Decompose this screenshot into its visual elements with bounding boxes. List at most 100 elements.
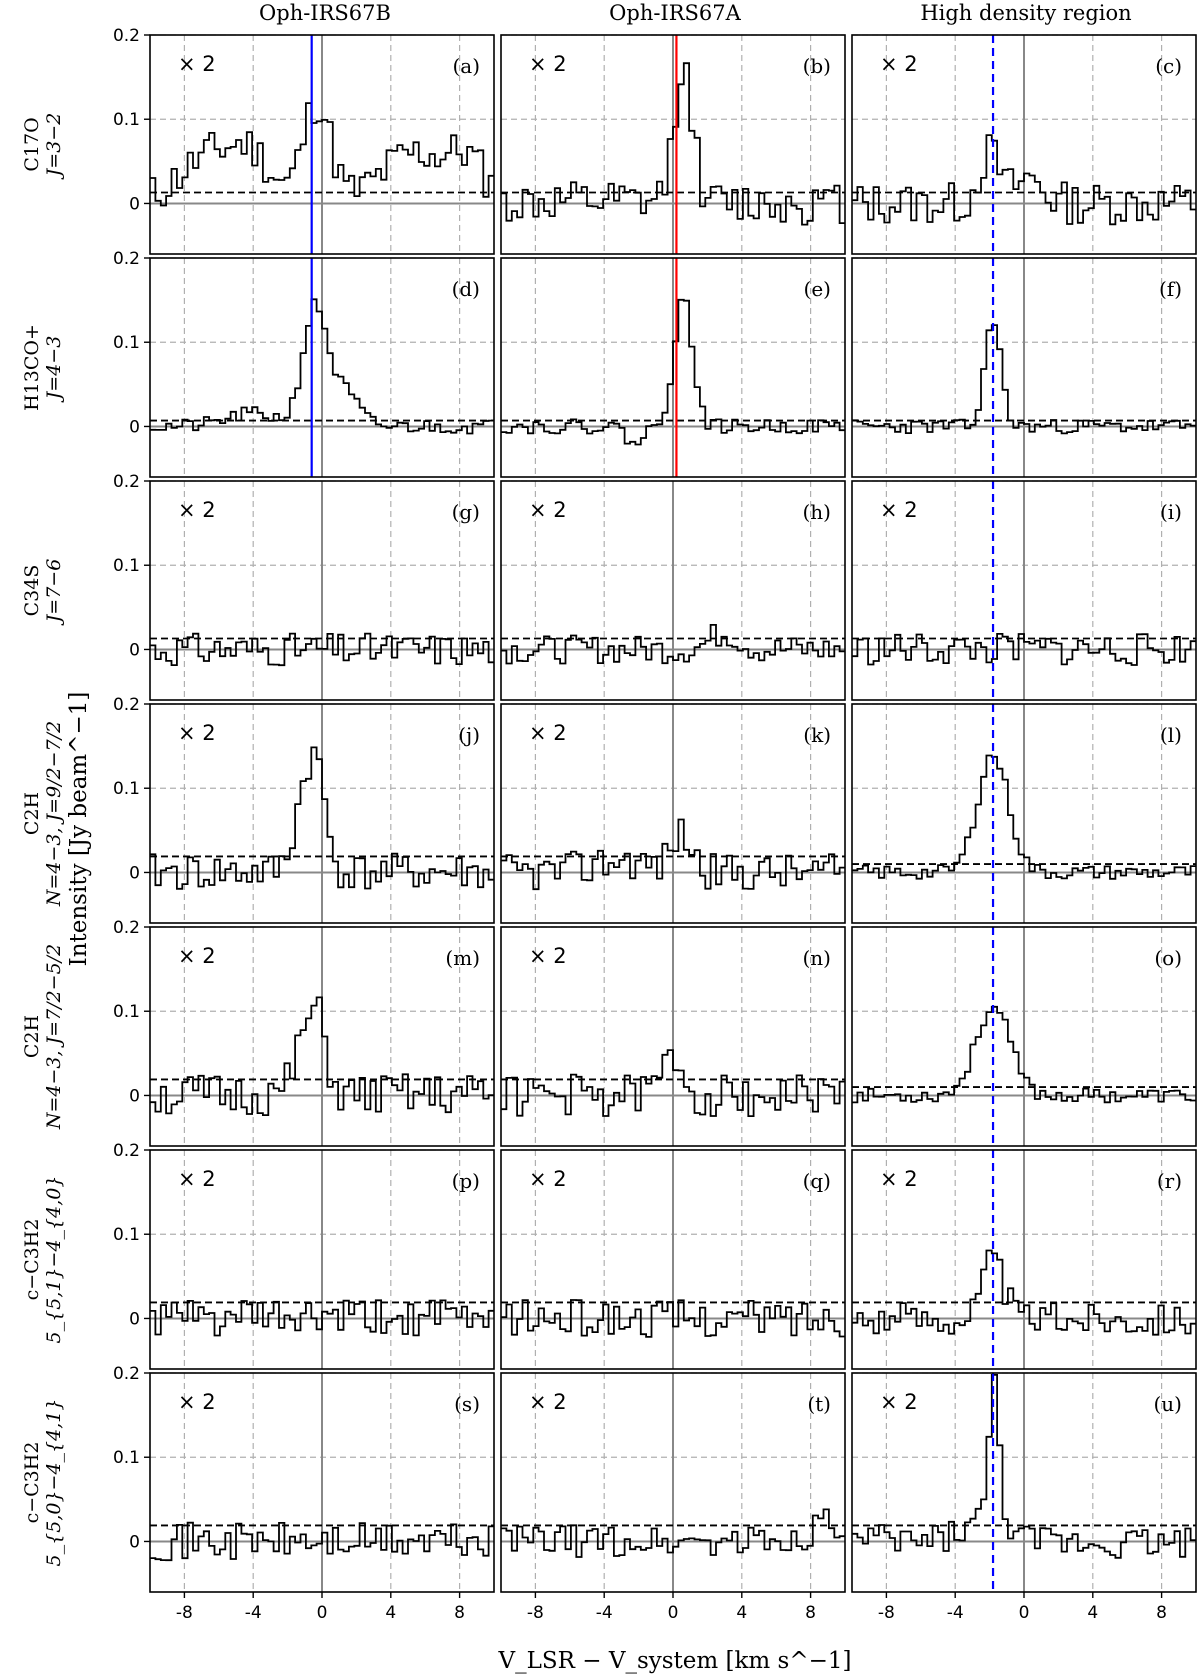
spectrum-line xyxy=(501,298,845,446)
panel-label: (f) xyxy=(1159,277,1182,301)
panel-frame xyxy=(500,703,846,924)
y-tick-label: 0.2 xyxy=(113,26,140,46)
spectrum-line xyxy=(852,134,1196,226)
x-tick-label: 4 xyxy=(1087,1603,1098,1623)
x-tick-label: 4 xyxy=(385,1603,396,1623)
column-title-high-density: High density region xyxy=(920,1,1131,25)
spectrum-line xyxy=(852,1374,1196,1559)
panel-frame xyxy=(149,703,495,924)
panel-u: (u) × 2 -8 -4 0 4 8 xyxy=(851,1372,1197,1623)
row-label: C17O J=3−2 xyxy=(21,113,65,181)
spectrum-line xyxy=(501,1508,845,1558)
row-label-transition: N=4−3, J=7/2−5/2 xyxy=(43,944,65,1130)
spectrum-line xyxy=(501,624,845,665)
multiplier-label: × 2 xyxy=(880,1167,918,1191)
panel-d: (d) 0 0.1 0.2 xyxy=(113,249,495,478)
panel-frame xyxy=(500,1149,846,1370)
panel-label: (r) xyxy=(1157,1169,1182,1193)
multiplier-label: × 2 xyxy=(178,944,216,968)
y-tick-label: 0.1 xyxy=(113,110,140,130)
row-label-species: c−C3H2 xyxy=(21,1219,43,1301)
panel-label: (s) xyxy=(454,1392,480,1416)
x-tick-label: -4 xyxy=(596,1603,613,1623)
panel-q: (q) × 2 xyxy=(500,1149,846,1370)
y-tick-label: 0.1 xyxy=(113,1225,140,1245)
spectrum-line xyxy=(501,62,845,226)
y-tick-label: 0.2 xyxy=(113,1141,140,1161)
multiplier-label: × 2 xyxy=(529,52,567,76)
spectrum-line xyxy=(150,1521,494,1562)
x-tick-label: -8 xyxy=(527,1603,544,1623)
spectrum-line xyxy=(852,324,1196,435)
row-label: C34S J=7−6 xyxy=(21,559,65,627)
panel-label: (m) xyxy=(445,946,480,970)
panel-frame xyxy=(149,1149,495,1370)
spectrum-line xyxy=(501,1049,845,1117)
row-label: C2H N=4−3, J=9/2−7/2 xyxy=(21,721,65,907)
y-tick-label: 0.2 xyxy=(113,249,140,269)
spectrum-line xyxy=(501,1299,845,1338)
x-tick-label: 8 xyxy=(1156,1603,1167,1623)
x-tick-label: 8 xyxy=(454,1603,465,1623)
y-tick-label: 0 xyxy=(129,417,140,437)
panel-k: (k) × 2 xyxy=(500,703,846,924)
x-tick-label: 0 xyxy=(668,1603,679,1623)
x-tick-label: 4 xyxy=(736,1603,747,1623)
row-label-transition: N=4−3, J=9/2−7/2 xyxy=(43,721,65,907)
y-tick-label: 0.1 xyxy=(113,1002,140,1022)
y-tick-label: 0.1 xyxy=(113,1448,140,1468)
multiplier-label: × 2 xyxy=(529,498,567,522)
row-label-species: C2H xyxy=(21,1015,43,1058)
y-axis-label: Intensity [Jy beam^−1] xyxy=(66,692,92,967)
y-tick-label: 0 xyxy=(129,1532,140,1552)
panel-frame xyxy=(500,926,846,1147)
panel-label: (c) xyxy=(1155,54,1182,78)
spectrum-line xyxy=(852,1005,1196,1104)
multiplier-label: × 2 xyxy=(529,721,567,745)
row-label-species: C34S xyxy=(21,565,43,617)
multiplier-label: × 2 xyxy=(178,721,216,745)
panel-g: (g) × 2 0 0.1 0.2 xyxy=(113,472,495,701)
y-tick-label: 0.1 xyxy=(113,333,140,353)
panel-frame xyxy=(149,926,495,1147)
multiplier-label: × 2 xyxy=(529,1167,567,1191)
multiplier-label: × 2 xyxy=(880,52,918,76)
panel-e: (e) xyxy=(500,257,846,478)
spectrum-line xyxy=(150,746,494,890)
row-label-transition: 5_{5,0}−4_{4,1} xyxy=(43,1399,65,1567)
x-tick-label: -8 xyxy=(176,1603,193,1623)
panel-f: (f) xyxy=(851,257,1197,478)
panel-label: (a) xyxy=(452,54,480,78)
y-tick-label: 0.1 xyxy=(113,556,140,576)
panel-label: (b) xyxy=(803,54,831,78)
multiplier-label: × 2 xyxy=(529,944,567,968)
panel-frame xyxy=(149,257,495,478)
panel-a: (a) × 2 0 0.1 0.2 xyxy=(113,26,495,255)
y-tick-label: 0.2 xyxy=(113,472,140,492)
panel-p: (p) × 2 0 0.1 0.2 xyxy=(113,1141,495,1370)
row-label-transition: J=3−2 xyxy=(43,113,65,181)
panel-label: (h) xyxy=(803,500,832,524)
x-axis-label: V_LSR − V_system [km s^−1] xyxy=(497,1648,851,1674)
spectrum-line xyxy=(150,996,494,1116)
spectrum-line xyxy=(150,298,494,435)
x-tick-label: -4 xyxy=(245,1603,262,1623)
row-label-transition: J=7−6 xyxy=(43,559,65,627)
panel-label: (u) xyxy=(1154,1392,1183,1416)
spectrum-line xyxy=(150,102,494,207)
row-label-species: C17O xyxy=(21,117,43,171)
row-label: c−C3H2 5_{5,0}−4_{4,1} xyxy=(21,1399,65,1567)
panel-s: (s) × 2 0 0.1 0.2 -8 -4 0 4 8 xyxy=(113,1364,495,1623)
panel-frame xyxy=(851,34,1197,255)
column-title-irs67b: Oph-IRS67B xyxy=(259,1,391,25)
multiplier-label: × 2 xyxy=(178,1390,216,1414)
y-tick-label: 0.2 xyxy=(113,695,140,715)
column-titles: Oph-IRS67B Oph-IRS67A High density regio… xyxy=(259,1,1132,25)
x-tick-label: 0 xyxy=(1019,1603,1030,1623)
y-tick-label: 0 xyxy=(129,1086,140,1106)
panel-frame xyxy=(149,480,495,701)
y-tick-label: 0.2 xyxy=(113,1364,140,1384)
row-label-species: C2H xyxy=(21,792,43,835)
panel-label: (o) xyxy=(1154,946,1182,970)
